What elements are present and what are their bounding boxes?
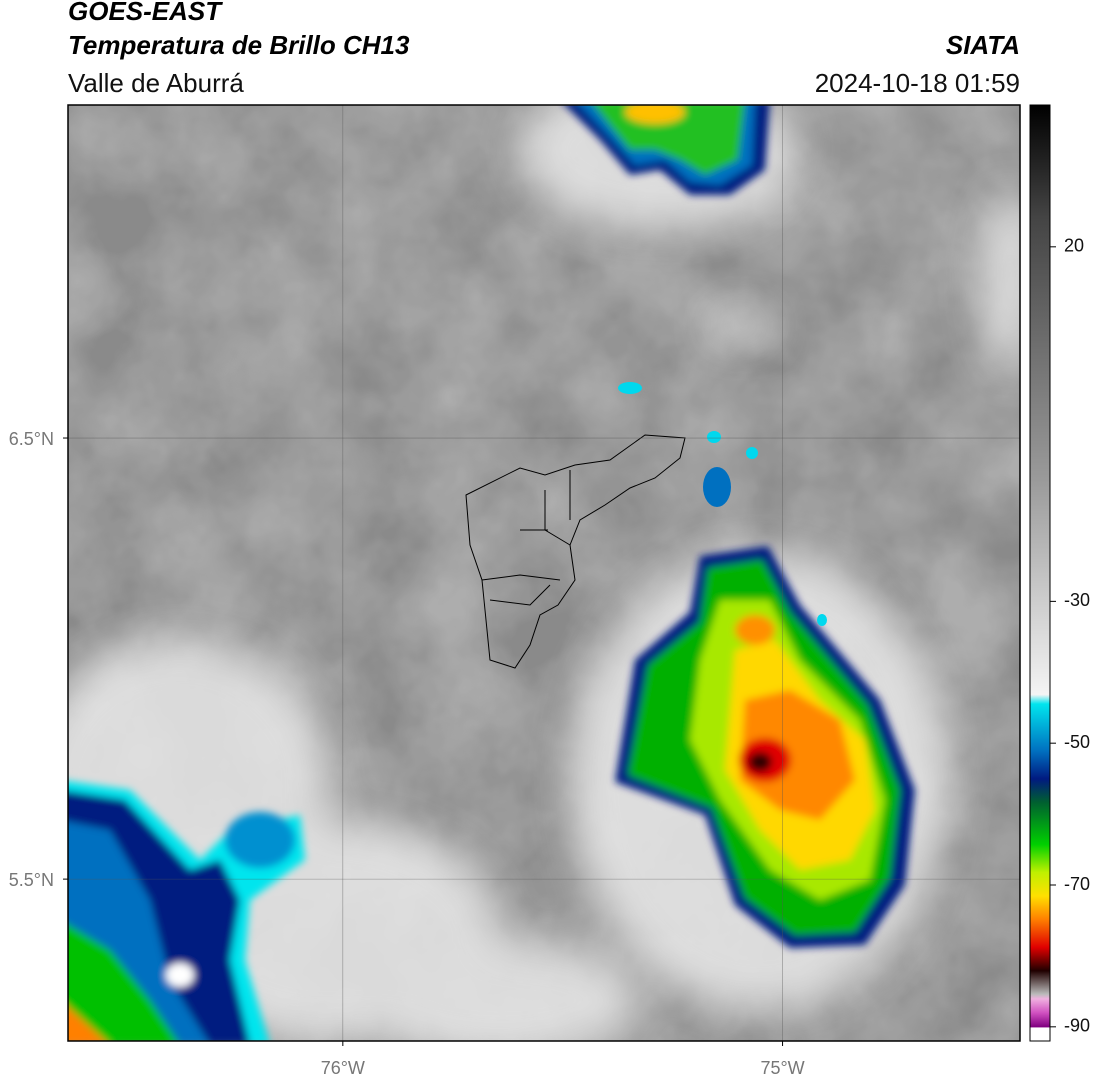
colorbar-tick-label: -90 [1064,1016,1090,1036]
y-tick-label: 5.5°N [9,870,54,890]
map-image [68,105,1020,1041]
subtitle: Temperatura de Brillo CH13 [68,30,410,60]
colorbar-ticks: 20 -30 -50 -70 -90 [1050,236,1090,1036]
title: GOES-EAST [68,0,223,26]
graticule: 76°W 75°W 6.5°N 5.5°N [9,105,1020,1078]
x-tick-label: 76°W [321,1058,365,1078]
colorbar [1029,104,1051,1042]
datetime: 2024-10-18 01:59 [815,68,1020,98]
colorbar-tick-label: -30 [1064,590,1090,610]
y-tick-label: 6.5°N [9,429,54,449]
colorbar-tick-label: -70 [1064,874,1090,894]
source: SIATA [946,30,1020,60]
colorbar-tick-label: -50 [1064,732,1090,752]
region: Valle de Aburrá [68,68,244,98]
map-frame [67,104,1021,1042]
colorbar-tick-label: 20 [1064,236,1084,256]
x-tick-label: 75°W [760,1058,804,1078]
